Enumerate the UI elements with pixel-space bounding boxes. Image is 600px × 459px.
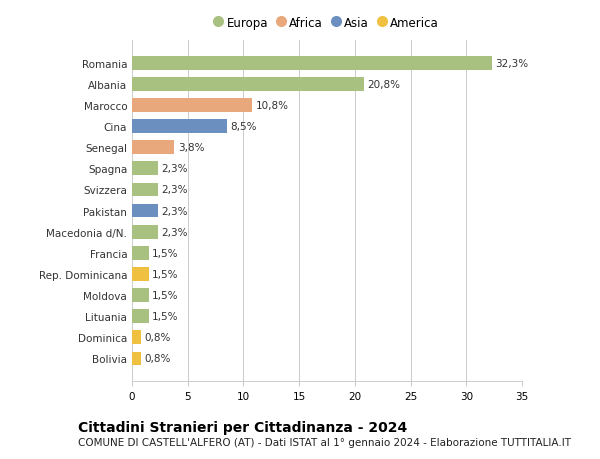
Bar [132,246,149,260]
Bar [132,141,175,155]
Bar [132,204,158,218]
Text: 1,5%: 1,5% [152,248,179,258]
Text: 3,8%: 3,8% [178,143,204,153]
Text: 1,5%: 1,5% [152,291,179,301]
Text: 2,3%: 2,3% [161,185,187,195]
Bar [132,268,149,281]
Bar [132,183,158,197]
Text: 0,8%: 0,8% [144,333,170,342]
Text: 2,3%: 2,3% [161,227,187,237]
Text: 1,5%: 1,5% [152,269,179,280]
Bar [132,289,149,302]
Bar [132,331,141,344]
Bar [132,78,364,91]
Text: Cittadini Stranieri per Cittadinanza - 2024: Cittadini Stranieri per Cittadinanza - 2… [78,420,407,434]
Text: 0,8%: 0,8% [144,354,170,364]
Text: 2,3%: 2,3% [161,164,187,174]
Legend: Europa, Africa, Asia, America: Europa, Africa, Asia, America [211,13,443,33]
Bar [132,310,149,324]
Text: 20,8%: 20,8% [367,80,400,90]
Text: 8,5%: 8,5% [230,122,257,132]
Text: 1,5%: 1,5% [152,312,179,321]
Bar [132,225,158,239]
Bar [132,162,158,176]
Text: 10,8%: 10,8% [256,101,289,111]
Bar [132,352,141,365]
Bar [132,99,253,112]
Bar [132,120,227,134]
Text: COMUNE DI CASTELL'ALFERO (AT) - Dati ISTAT al 1° gennaio 2024 - Elaborazione TUT: COMUNE DI CASTELL'ALFERO (AT) - Dati IST… [78,437,571,447]
Bar [132,57,492,70]
Text: 32,3%: 32,3% [495,59,529,68]
Text: 2,3%: 2,3% [161,206,187,216]
